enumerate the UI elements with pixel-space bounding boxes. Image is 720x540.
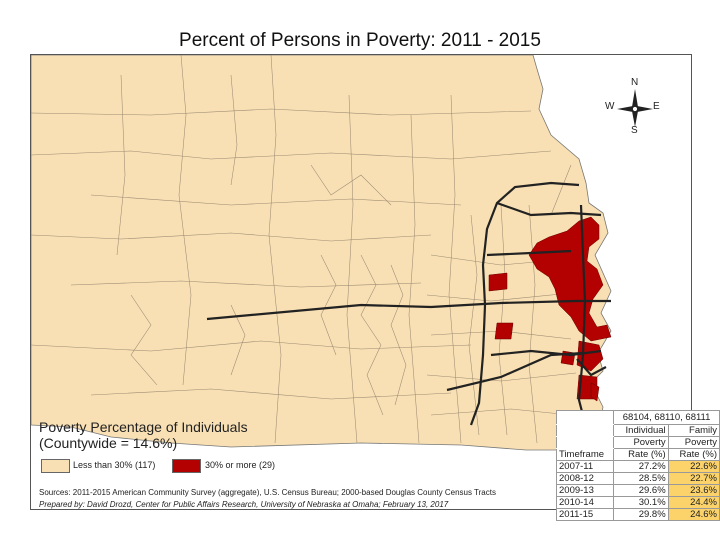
map-legend: Poverty Percentage of Individuals (Count… xyxy=(39,419,339,473)
county-shape xyxy=(31,55,612,451)
table-timeframe-cell: 2011-15 xyxy=(555,508,615,521)
table-col-individual-line1: Individual xyxy=(613,424,669,437)
table-header-row-1: Individual Family xyxy=(555,424,720,437)
page-title: Percent of Persons in Poverty: 2011 - 20… xyxy=(179,30,541,51)
legend-row: Less than 30% (117) 30% or more (29) xyxy=(39,459,339,473)
sources-note: Sources: 2011-2015 American Community Su… xyxy=(39,488,496,497)
table-row: 2010-14 30.1% 24.4% xyxy=(555,496,720,509)
table-family-cell: 24.4% xyxy=(667,496,720,509)
table-individual-cell: 27.2% xyxy=(613,460,669,473)
poverty-map: N S E W Poverty Percentage of Individual… xyxy=(30,54,692,510)
table-col-family-line2: Poverty xyxy=(667,436,720,449)
compass-icon xyxy=(617,89,653,127)
table-zip-codes: 68104, 68110, 68111 xyxy=(613,410,720,425)
table-row: 2007-11 27.2% 22.6% xyxy=(555,460,720,473)
table-col-family-line3: Rate (%) xyxy=(667,448,720,461)
legend-title: Poverty Percentage of Individuals xyxy=(39,419,248,435)
table-individual-cell: 28.5% xyxy=(613,472,669,485)
legend-label-high: 30% or more (29) xyxy=(205,460,276,470)
table-header-row-3: Timeframe Rate (%) Rate (%) xyxy=(555,448,720,461)
compass-east-label: E xyxy=(653,101,660,112)
table-corner-cell xyxy=(555,424,615,437)
table-individual-cell: 29.6% xyxy=(613,484,669,497)
table-col-individual-line2: Poverty xyxy=(613,436,669,449)
poverty-rate-table: 68104, 68110, 68111 Individual Family Po… xyxy=(555,410,720,521)
table-family-cell: 22.7% xyxy=(667,472,720,485)
compass-south-label: S xyxy=(631,125,638,136)
table-row: 2008-12 28.5% 22.7% xyxy=(555,472,720,485)
table-timeframe-cell: 2009-13 xyxy=(555,484,615,497)
table-individual-cell: 30.1% xyxy=(613,496,669,509)
prepared-by-note: Prepared by: David Drozd, Center for Pub… xyxy=(39,500,449,509)
legend-subtitle: (Countywide = 14.6%) xyxy=(39,435,178,451)
table-corner-cell xyxy=(555,436,615,449)
table-row: 2009-13 29.6% 23.6% xyxy=(555,484,720,497)
compass-west-label: W xyxy=(605,101,615,112)
compass-north-label: N xyxy=(631,77,639,88)
table-header-zip-row: 68104, 68110, 68111 xyxy=(555,410,720,425)
table-timeframe-cell: 2008-12 xyxy=(555,472,615,485)
table-timeframe-header: Timeframe xyxy=(555,448,615,461)
table-individual-cell: 29.8% xyxy=(613,508,669,521)
table-row: 2011-15 29.8% 24.6% xyxy=(555,508,720,521)
table-col-individual-line3: Rate (%) xyxy=(613,448,669,461)
table-timeframe-cell: 2010-14 xyxy=(555,496,615,509)
high-poverty-tracts xyxy=(488,216,612,436)
legend-swatch-low xyxy=(41,459,70,473)
table-family-cell: 24.6% xyxy=(667,508,720,521)
legend-label-low: Less than 30% (117) xyxy=(73,460,156,470)
legend-swatch-high xyxy=(172,459,201,473)
table-family-cell: 23.6% xyxy=(667,484,720,497)
compass-rose: N S E W xyxy=(605,77,665,141)
table-col-family-line1: Family xyxy=(667,424,720,437)
table-corner-cell xyxy=(555,410,615,425)
table-timeframe-cell: 2007-11 xyxy=(555,460,615,473)
table-family-cell: 22.6% xyxy=(667,460,720,473)
table-header-row-2: Poverty Poverty xyxy=(555,436,720,449)
